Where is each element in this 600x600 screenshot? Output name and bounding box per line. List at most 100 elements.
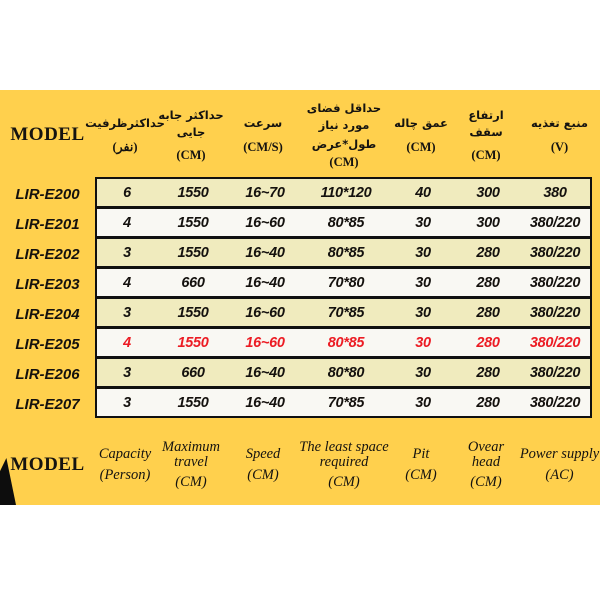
- header-overhead-fa-title: ارتفاع سقف: [468, 107, 504, 139]
- cell-travel: 1550: [177, 184, 209, 201]
- table-row-e203: 4 660 16~40 70*80 30 280 380/220: [97, 269, 590, 299]
- footer-overhead-unit: (CM): [470, 474, 502, 491]
- header-power-fa-unit: (V): [550, 139, 569, 154]
- cell-space: 80*85: [327, 334, 365, 351]
- cell-pit: 30: [415, 304, 431, 321]
- persian-header-row: MODEL حداکثرظرفیت (نفر) حداکثر جابه جایی…: [0, 94, 600, 176]
- cell-travel: 1550: [177, 334, 209, 351]
- cell-speed: 16~60: [245, 214, 285, 231]
- cell-travel: 1550: [177, 214, 209, 231]
- cell-speed: 16~70: [245, 184, 285, 201]
- footer-overhead-title: Ovear head: [467, 438, 505, 470]
- cell-capacity: 4: [123, 214, 131, 231]
- model-header-top: MODEL: [10, 124, 85, 145]
- cell-overhead: 280: [476, 274, 500, 291]
- footer-pit-title: Pit: [412, 446, 430, 463]
- table-row-e205-highlighted: 4 1550 16~60 80*85 30 280 380/220: [97, 329, 590, 359]
- cell-speed: 16~60: [245, 304, 285, 321]
- cell-power: 380/220: [529, 274, 581, 291]
- cell-space: 70*85: [327, 304, 365, 321]
- header-space-fa-unit: (CM): [329, 155, 359, 170]
- header-space-fa-title: حداقل فضای مورد نیاز: [306, 100, 382, 132]
- cell-pit: 40: [415, 184, 431, 201]
- footer-power-title: Power supply: [519, 446, 600, 463]
- cell-pit: 30: [415, 244, 431, 261]
- cell-power: 380: [543, 184, 567, 201]
- cell-speed: 16~40: [245, 394, 285, 411]
- table-row-e204: 3 1550 16~60 70*85 30 280 380/220: [97, 299, 590, 329]
- cell-overhead: 280: [476, 364, 500, 381]
- header-power-fa: منبع تغذیه (V): [519, 94, 600, 176]
- table-row-e207: 3 1550 16~40 70*85 30 280 380/220: [97, 389, 590, 416]
- data-table: 6 1550 16~70 110*120 40 300 380 4 1550 1…: [95, 177, 592, 418]
- cell-space: 80*85: [327, 214, 365, 231]
- cell-pit: 30: [415, 274, 431, 291]
- header-speed-fa: سرعت (CM/S): [227, 94, 299, 176]
- cell-overhead: 280: [476, 334, 500, 351]
- cell-pit: 30: [415, 214, 431, 231]
- header-overhead-fa: ارتفاع سقف (CM): [453, 94, 519, 176]
- header-capacity-fa-title: حداکثرظرفیت: [85, 115, 165, 130]
- cell-travel: 660: [181, 364, 205, 381]
- cell-capacity: 4: [123, 334, 131, 351]
- table-row-e200: 6 1550 16~70 110*120 40 300 380: [97, 179, 590, 209]
- cell-travel: 660: [181, 274, 205, 291]
- footer-travel-title: Maximum travel: [162, 438, 220, 470]
- header-capacity-fa: حداکثرظرفیت (نفر): [85, 94, 165, 176]
- header-power-fa-title: منبع تغذیه: [530, 116, 589, 131]
- footer-speed-title: Speed: [245, 446, 281, 463]
- model-label: LIR-E200: [15, 186, 80, 203]
- cell-space: 70*85: [327, 394, 365, 411]
- header-space-fa: حداقل فضای مورد نیاز طول*عرض (CM): [299, 94, 389, 176]
- footer-travel: Maximum travel (CM): [155, 426, 227, 504]
- cell-power: 380/220: [529, 394, 581, 411]
- cell-pit: 30: [415, 394, 431, 411]
- footer-travel-unit: (CM): [175, 474, 207, 491]
- cell-capacity: 4: [123, 274, 131, 291]
- footer-overhead: Ovear head (CM): [453, 426, 519, 504]
- footer-space-title: The least space required: [299, 438, 389, 470]
- footer-speed-unit: (CM): [247, 466, 279, 483]
- cell-power: 380/220: [529, 364, 581, 381]
- english-header-row: MODEL Capacity (Person) Maximum travel (…: [0, 426, 600, 504]
- model-label: LIR-E203: [15, 276, 80, 293]
- header-travel-fa-title: حداکثر جابه جایی: [158, 107, 224, 139]
- footer-power-unit: (AC): [545, 466, 574, 483]
- cell-travel: 1550: [177, 304, 209, 321]
- model-label: LIR-E201: [15, 216, 80, 233]
- cell-capacity: 6: [123, 184, 131, 201]
- cell-speed: 16~40: [245, 244, 285, 261]
- table-row-e201: 4 1550 16~60 80*85 30 300 380/220: [97, 209, 590, 239]
- cell-overhead: 280: [476, 304, 500, 321]
- model-label: LIR-E205: [15, 336, 80, 353]
- header-pit-fa: عمق چاله (CM): [389, 94, 453, 176]
- header-pit-fa-unit: (CM): [406, 139, 436, 154]
- cell-space: 110*120: [320, 184, 372, 201]
- cell-power: 380/220: [529, 244, 581, 261]
- footer-power: Power supply (AC): [519, 426, 600, 504]
- header-pit-fa-title: عمق چاله: [394, 116, 448, 131]
- cell-power: 380/220: [529, 304, 581, 321]
- cell-capacity: 3: [123, 394, 131, 411]
- model-labels-column: LIR-E200 LIR-E201 LIR-E202 LIR-E203 LIR-…: [0, 180, 95, 420]
- cell-pit: 30: [415, 364, 431, 381]
- cell-travel: 1550: [177, 244, 209, 261]
- cell-capacity: 3: [123, 364, 131, 381]
- footer-space-unit: (CM): [328, 474, 360, 491]
- cell-space: 80*85: [327, 244, 365, 261]
- cell-capacity: 3: [123, 304, 131, 321]
- model-label: LIR-E204: [15, 306, 80, 323]
- cell-pit: 30: [415, 334, 431, 351]
- cell-overhead: 280: [476, 244, 500, 261]
- header-space-fa-title2: طول*عرض: [311, 137, 377, 152]
- cell-power: 380/220: [529, 214, 581, 231]
- header-speed-fa-title: سرعت: [243, 116, 283, 131]
- cell-space: 80*80: [327, 364, 365, 381]
- cell-speed: 16~60: [245, 334, 285, 351]
- table-row-e206: 3 660 16~40 80*80 30 280 380/220: [97, 359, 590, 389]
- model-label: LIR-E206: [15, 366, 80, 383]
- cell-speed: 16~40: [245, 274, 285, 291]
- cell-overhead: 300: [476, 184, 500, 201]
- header-travel-fa: حداکثر جابه جایی (CM): [155, 94, 227, 176]
